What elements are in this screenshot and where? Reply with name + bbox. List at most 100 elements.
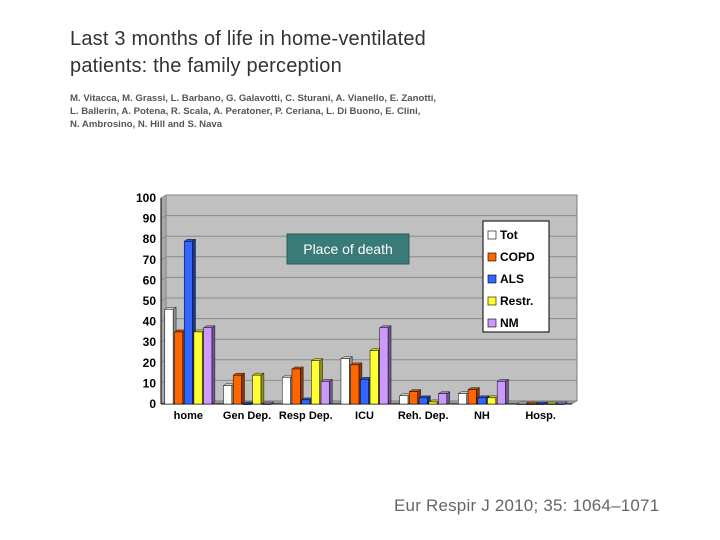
bar-front [409,391,418,405]
bar-front [536,403,546,405]
gridline-side [160,235,167,240]
bar [320,378,333,405]
bar [526,401,539,405]
y-tick-label: 20 [143,356,157,370]
bar [291,366,304,405]
gridline-side [160,194,167,199]
x-tick-label: home [174,410,203,422]
bar-front [438,393,448,405]
place-of-death-chart: 0 10 20 30 40 50 60 70 80 90 100 home Gen Dep. Resp D… [136,191,578,422]
bar-front [399,395,409,405]
y-tick-label: 60 [143,273,157,287]
legend-swatch [487,318,497,328]
bar-front [174,331,184,405]
y-tick-label: 30 [143,335,157,349]
legend-label: Tot [500,228,518,242]
legend-swatch [487,252,497,262]
bar-front [252,374,262,405]
title-line-1: Last 3 months of life in home-ventilated [70,28,426,50]
bar-front [496,381,506,405]
bar-front [223,385,233,405]
annotation-box [286,233,410,265]
bar-front [418,397,428,405]
bar [437,391,451,405]
author-line-1: M. Vitacca, M. Grassi, L. Barbano, G. Ga… [70,93,437,104]
y-tick-label: 0 [149,397,156,411]
bar-front [545,403,555,405]
bar [545,401,559,405]
author-line-2: L. Ballerin, A. Potena, R. Scala, A. Per… [70,106,421,117]
bar-front [350,364,360,405]
bar [379,325,392,405]
annotation-text: Place of death [303,241,393,257]
bar-front [379,327,389,405]
bar-front [242,403,252,405]
bar-front [281,376,291,405]
bar-front [369,350,379,405]
bar-side [387,325,392,405]
title-line-2: patients: the family perception [70,55,342,77]
bar-front [477,397,487,405]
x-tick-label: Resp Dep. [279,410,333,422]
bar-front [262,403,271,405]
y-tick-label: 80 [143,232,157,246]
bar-side [505,378,509,405]
x-tick-label: Reh. Dep. [398,410,449,422]
x-tick-label: ICU [355,410,374,422]
bar-front [428,401,438,405]
gridline-side [160,256,167,261]
x-tick-label: Gen Dep. [223,410,271,422]
bar-front [555,403,565,405]
bar [202,325,216,405]
bar [535,401,549,405]
gridline-side [160,276,167,281]
bar-side [260,372,265,405]
y-tick-label: 90 [143,212,157,226]
bar-front [232,374,242,405]
bar-front [291,368,301,405]
bar [496,378,510,405]
x-tick-label: Hosp. [525,410,556,422]
bar [251,372,265,405]
bar-front [193,331,203,405]
bar [232,372,246,405]
bar-front [467,389,477,405]
y-tick-label: 10 [143,376,157,390]
bar-front [311,360,320,405]
legend-label: ALS [500,272,524,286]
bar [516,401,530,405]
bar-front [487,397,497,405]
bar-side [300,366,304,405]
bar [555,401,568,405]
bar-front [360,379,369,405]
y-tick-label: 100 [136,191,156,205]
bar-front [340,358,350,405]
bar-side [241,372,245,405]
bar-front [301,399,311,405]
legend-label: NM [500,316,519,330]
bar-front [458,393,467,405]
y-tick-label: 50 [143,294,157,308]
legend-label: Restr. [500,294,533,308]
bar [261,401,275,405]
bar-front [320,381,330,405]
legend-swatch [487,230,497,240]
bar-front [526,403,536,405]
bar-front [164,308,174,405]
gridline-side [160,215,167,220]
bar-side [329,378,333,405]
bar-front [516,403,526,405]
x-tick-label: NH [474,410,490,422]
bar-side [211,325,216,405]
legend-swatch [487,296,497,306]
bar-front [203,327,213,405]
author-line-3: N. Ambrosino, N. Hill and S. Nava [70,119,223,130]
y-tick-label: 70 [143,253,157,267]
legend-swatch [487,274,497,284]
slide-title: Last 3 months of life in home-ventilated… [70,26,670,80]
y-tick-label: 40 [143,315,157,329]
journal-citation: Eur Respir J 2010; 35: 1064–1071 [394,496,660,515]
gridline-side [160,297,167,302]
bar-front [183,241,193,405]
author-list: M. Vitacca, M. Grassi, L. Barbano, G. Ga… [70,92,630,131]
